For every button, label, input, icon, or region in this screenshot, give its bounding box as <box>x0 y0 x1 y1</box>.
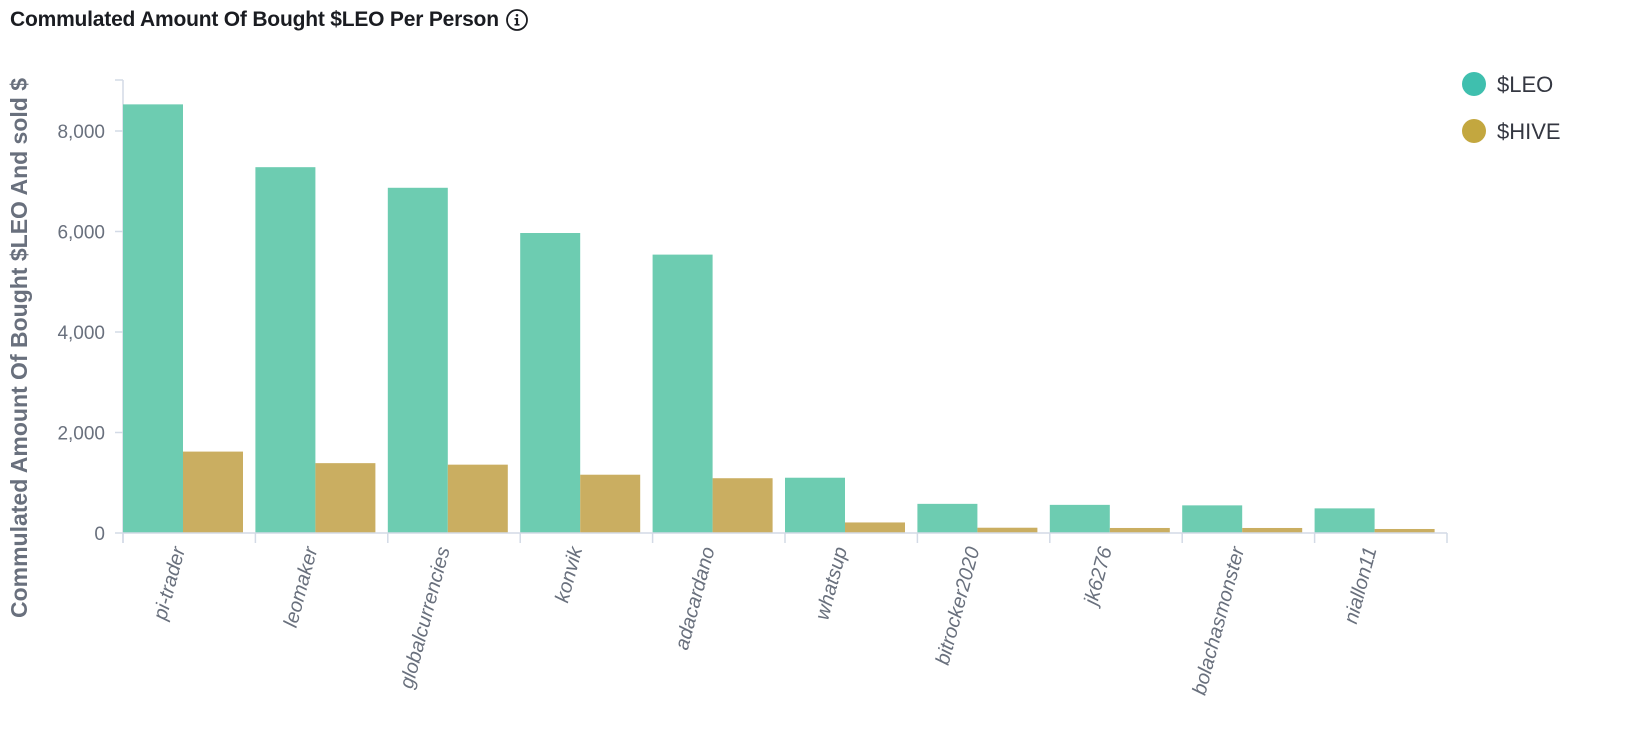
chart-title: Commulated Amount Of Bought $LEO Per Per… <box>10 8 499 31</box>
bar-leo <box>520 233 581 533</box>
y-tick-label: 2,000 <box>57 424 105 445</box>
legend-dot-leo <box>1462 72 1486 96</box>
bar-hive <box>315 463 376 533</box>
x-tick-label: pi-trader <box>149 543 190 623</box>
bar-hive <box>712 478 773 533</box>
bar-leo <box>1182 505 1243 533</box>
x-axis: pi-trader leomaker globalcurrencies konvik a… <box>122 532 1448 697</box>
x-tick-label: adacardano <box>671 545 720 653</box>
legend-label-leo: $LEO <box>1497 72 1553 97</box>
legend-dot-hive <box>1462 119 1486 143</box>
x-tick-label: konvik <box>551 544 587 605</box>
bar-leo <box>917 503 978 533</box>
bar-hive <box>447 464 508 533</box>
x-tick-label: jk6276 <box>1080 544 1118 610</box>
y-axis-title: Commulated Amount Of Bought $LEO And sol… <box>6 78 32 618</box>
info-icon[interactable] <box>505 8 529 32</box>
bar-leo <box>652 254 713 534</box>
y-tick-label: 8,000 <box>57 122 105 143</box>
bar-leo <box>387 187 448 533</box>
x-tick-label: bitrocker2020 <box>932 545 985 668</box>
chart-header: Commulated Amount Of Bought $LEO Per Per… <box>10 8 529 32</box>
bar-hive <box>1109 527 1170 533</box>
bar-leo <box>785 477 845 533</box>
legend: $LEO $HIVE <box>1462 72 1561 144</box>
y-tick-label: 0 <box>94 524 105 545</box>
bar-hive <box>1374 528 1435 533</box>
legend-label-hive: $HIVE <box>1497 119 1561 144</box>
bar-leo <box>1314 508 1375 533</box>
x-tick-label: globalcurrencies <box>396 545 455 691</box>
bar-leo <box>255 167 316 533</box>
x-tick-label: bolachasmonster <box>1189 543 1250 697</box>
bar-hive <box>1242 527 1303 533</box>
x-tick-label: niallon11 <box>1340 545 1382 627</box>
x-tick-label: leomaker <box>280 543 323 629</box>
bar-hive <box>580 474 641 533</box>
x-tick-label: whatsup <box>811 545 852 623</box>
bar-hive <box>845 522 905 533</box>
bars <box>123 104 1435 534</box>
y-tick-label: 6,000 <box>57 223 105 244</box>
bar-leo <box>1049 504 1110 533</box>
bar-leo <box>123 104 183 534</box>
bar-hive <box>183 451 243 533</box>
y-tick-label: 4,000 <box>57 323 105 344</box>
bar-hive <box>977 527 1038 533</box>
y-axis: 0 2,000 4,000 6,000 8,000 <box>57 79 124 545</box>
